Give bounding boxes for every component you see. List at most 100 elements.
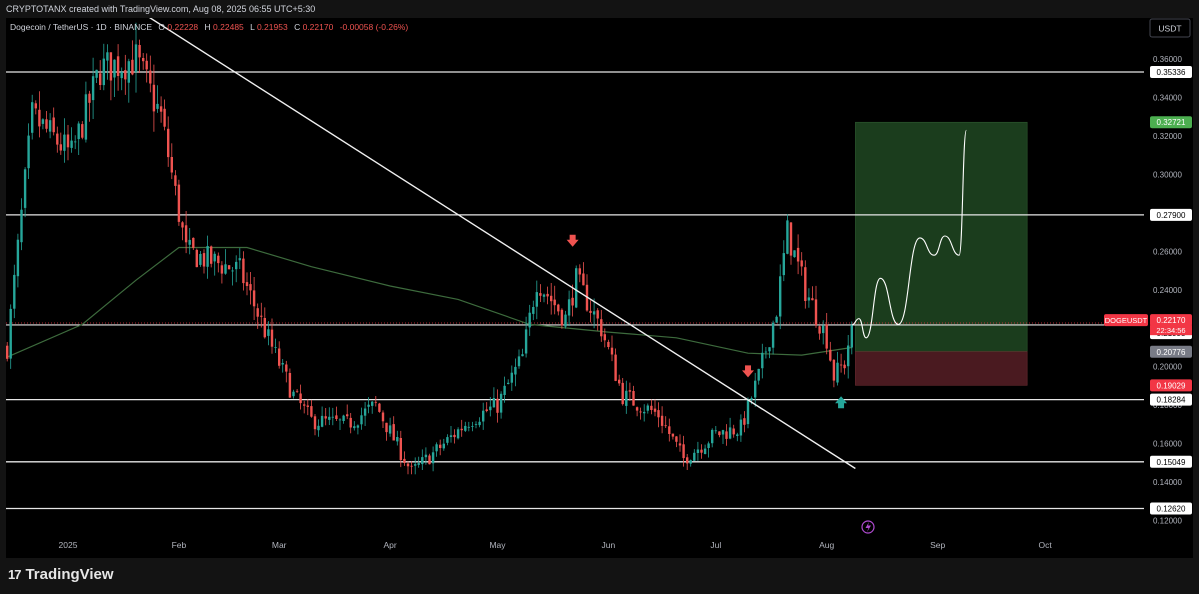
candle-body — [20, 209, 23, 243]
currency-button[interactable]: USDT — [1149, 18, 1191, 38]
legend-o-value: 0.22228 — [167, 22, 198, 32]
candle-body — [52, 117, 55, 133]
candle-body — [371, 401, 374, 406]
x-tick-label: May — [489, 540, 506, 550]
candle-body — [564, 314, 567, 327]
currency-button-label: USDT — [1158, 24, 1181, 34]
candle-body — [700, 449, 703, 453]
candle-body — [81, 124, 84, 138]
candle-body — [796, 247, 800, 262]
candle-body — [771, 322, 775, 348]
candle-body — [320, 415, 324, 427]
candle-body — [374, 401, 377, 403]
candle-body — [303, 404, 306, 406]
candle-body — [152, 84, 156, 112]
candle-body — [567, 299, 571, 316]
candle-body — [764, 351, 768, 353]
price-chart-svg[interactable]: 0.360000.340000.320000.300000.280000.260… — [6, 10, 1193, 558]
replay-icon[interactable] — [861, 520, 875, 534]
candle-body — [288, 373, 292, 398]
candle-body — [392, 424, 395, 441]
tradingview-logo[interactable]: 17 TradingView — [8, 566, 114, 583]
candle-body — [639, 411, 642, 413]
candle-body — [45, 119, 48, 129]
candle-body — [696, 449, 700, 453]
candle-body — [134, 44, 138, 72]
level-price-label-bg — [1150, 455, 1192, 468]
candle-body — [467, 426, 470, 428]
candle-body — [124, 70, 127, 80]
legend-o-label: O — [158, 22, 165, 32]
candle-body — [313, 416, 317, 430]
candle-body — [167, 128, 170, 158]
candle-body — [428, 455, 431, 465]
candle-body — [721, 430, 725, 435]
candle-body — [474, 424, 478, 425]
candle-body — [156, 103, 159, 109]
projection-group — [851, 129, 967, 339]
candle-body — [664, 425, 667, 427]
candle-body — [346, 414, 349, 417]
candle-body — [431, 452, 435, 464]
target-zone — [855, 121, 1028, 352]
candle-body — [388, 425, 392, 434]
x-tick-label: Jun — [602, 540, 616, 550]
level-price-label: 0.18284 — [1157, 396, 1186, 405]
candle-body — [367, 404, 370, 407]
candle-body — [399, 438, 402, 460]
candle-body — [582, 273, 585, 286]
chart-area[interactable]: 0.360000.340000.320000.300000.280000.260… — [6, 10, 1193, 558]
candle-body — [528, 312, 531, 328]
candle-body — [84, 94, 88, 140]
candle-body — [410, 465, 413, 467]
candle-body — [550, 295, 553, 302]
candle-body — [671, 433, 675, 437]
candle-body — [102, 58, 105, 86]
candle-body — [238, 258, 241, 261]
candle-body — [292, 391, 295, 397]
price-axis: 0.360000.340000.320000.300000.280000.260… — [1104, 55, 1192, 525]
legend-h-value: 0.22485 — [213, 22, 244, 32]
candle-body — [542, 294, 546, 297]
moving-average — [6, 246, 852, 358]
candle-body — [16, 239, 20, 277]
y-tick-label: 0.14000 — [1153, 478, 1182, 487]
candle-body — [578, 268, 581, 275]
candle-body — [317, 425, 320, 431]
candle-body — [360, 415, 363, 425]
candle-body — [184, 225, 188, 243]
candle-body — [159, 106, 163, 112]
candle-body — [460, 428, 463, 431]
candle-body — [113, 59, 116, 78]
candle-body — [235, 261, 238, 270]
candle-body — [514, 366, 517, 375]
candle-body — [761, 352, 764, 369]
candle-body — [589, 310, 592, 313]
level-price-label-bg — [1150, 65, 1192, 78]
x-tick-label: Mar — [272, 540, 287, 550]
candle-body — [714, 430, 717, 432]
candle-body — [653, 408, 657, 412]
candle-body — [210, 246, 213, 264]
legend: Dogecoin / TetherUS · 1D · BINANCE O 0.2… — [10, 22, 408, 32]
candle-body — [682, 444, 685, 459]
price-label-stop: 0.19029 — [1157, 381, 1186, 390]
position-zones — [855, 121, 1028, 386]
candle-body — [56, 133, 59, 145]
trendline-group — [139, 10, 856, 470]
candle-body — [456, 429, 460, 439]
candle-body — [224, 264, 227, 274]
candle-body — [299, 393, 302, 404]
candle-body — [603, 334, 606, 341]
horizontal-levels — [6, 71, 1144, 510]
candle-body — [446, 437, 449, 443]
candle-body — [492, 398, 496, 408]
candle-body — [668, 426, 671, 434]
candle-body — [13, 274, 16, 309]
candle-body — [331, 416, 334, 418]
candle-body — [686, 457, 689, 464]
candle-body — [356, 425, 360, 428]
candle-body — [41, 119, 45, 124]
legend-l-label: L — [250, 22, 255, 32]
ticker-tag-bg — [1104, 314, 1148, 327]
